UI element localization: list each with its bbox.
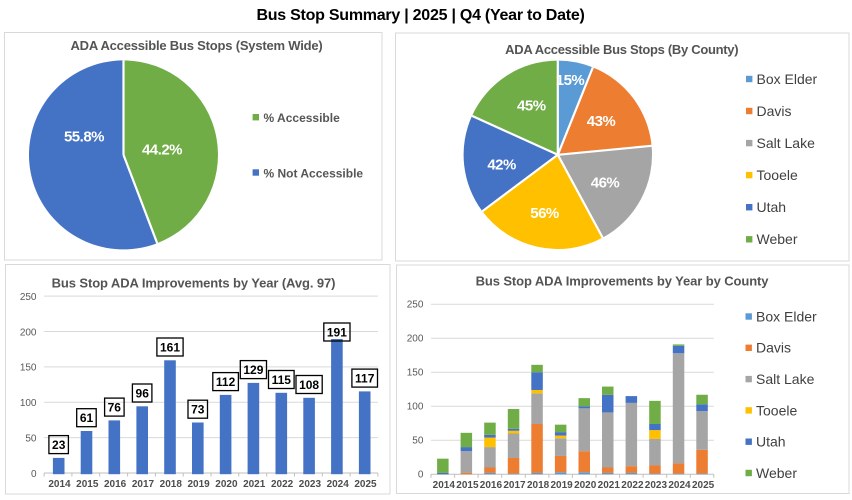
svg-text:42%: 42% [487,157,516,174]
svg-text:Bus Stop ADA Improvements by Y: Bus Stop ADA Improvements by Year (Avg. … [52,276,336,291]
svg-text:Davis: Davis [756,340,791,356]
svg-text:96: 96 [136,386,150,400]
svg-text:46%: 46% [591,174,620,191]
svg-text:Box Elder: Box Elder [756,308,817,324]
svg-text:73: 73 [191,403,205,417]
svg-text:Utah: Utah [757,199,787,215]
svg-text:Tooele: Tooele [756,402,797,418]
svg-text:200: 200 [20,327,37,338]
svg-text:2014: 2014 [433,480,456,491]
svg-text:Bus Stop ADA Improvements by Y: Bus Stop ADA Improvements by Year by Cou… [476,274,770,289]
svg-text:200: 200 [407,334,424,345]
svg-text:250: 250 [20,292,37,303]
svg-text:% Accessible: % Accessible [264,111,341,125]
svg-text:2019: 2019 [187,479,210,490]
svg-text:ADA Accessible Bus Stops (Syst: ADA Accessible Bus Stops (System Wide) [70,38,322,53]
svg-text:45%: 45% [517,97,546,114]
svg-text:50: 50 [25,433,37,444]
svg-text:2023: 2023 [299,479,322,490]
svg-text:117: 117 [355,372,375,386]
svg-text:100: 100 [20,398,37,409]
svg-text:61: 61 [80,411,94,425]
svg-text:2022: 2022 [621,480,644,491]
svg-text:2017: 2017 [503,480,526,491]
svg-text:2024: 2024 [327,479,350,490]
svg-text:2020: 2020 [574,480,597,491]
svg-text:2024: 2024 [668,480,691,491]
svg-text:76: 76 [108,401,122,415]
svg-text:129: 129 [243,363,263,377]
svg-text:Weber: Weber [756,465,797,481]
svg-text:0: 0 [418,470,424,481]
svg-text:2017: 2017 [132,479,155,490]
svg-text:15%: 15% [556,72,585,89]
svg-text:Bus Stop Summary | 2025 | Q4 (: Bus Stop Summary | 2025 | Q4 (Year to Da… [256,7,584,24]
svg-text:Box Elder: Box Elder [757,71,818,87]
svg-text:Davis: Davis [757,103,792,119]
svg-text:2025: 2025 [354,479,377,490]
svg-text:2021: 2021 [243,479,266,490]
svg-text:250: 250 [407,300,424,311]
svg-text:2015: 2015 [76,479,99,490]
svg-text:2022: 2022 [271,479,294,490]
svg-text:108: 108 [299,378,319,392]
svg-text:% Not Accessible: % Not Accessible [264,166,364,180]
svg-text:2018: 2018 [527,480,550,491]
svg-text:0: 0 [31,469,37,480]
svg-text:43%: 43% [587,113,616,130]
svg-text:2018: 2018 [160,479,183,490]
svg-text:150: 150 [407,368,424,379]
svg-text:Utah: Utah [756,434,786,450]
svg-text:Salt Lake: Salt Lake [756,371,815,387]
svg-text:55.8%: 55.8% [64,129,104,146]
svg-text:150: 150 [20,363,37,374]
svg-text:Tooele: Tooele [757,167,798,183]
svg-text:2023: 2023 [645,480,668,491]
svg-text:115: 115 [272,373,292,387]
svg-text:2016: 2016 [104,479,127,490]
svg-text:2019: 2019 [550,480,573,491]
svg-text:23: 23 [52,438,66,452]
svg-text:Salt Lake: Salt Lake [757,135,816,151]
svg-text:2025: 2025 [692,480,715,491]
svg-text:112: 112 [216,375,236,389]
svg-text:2016: 2016 [480,480,503,491]
svg-text:2014: 2014 [48,479,71,490]
svg-text:191: 191 [327,325,347,339]
svg-text:100: 100 [407,402,424,413]
svg-text:161: 161 [160,340,180,354]
svg-text:50: 50 [412,436,424,447]
svg-text:2020: 2020 [215,479,238,490]
svg-text:2015: 2015 [456,480,479,491]
svg-text:2021: 2021 [598,480,621,491]
svg-text:Weber: Weber [757,231,798,247]
svg-text:ADA Accessible Bus Stops (By C: ADA Accessible Bus Stops (By County) [505,42,738,57]
svg-text:56%: 56% [530,205,559,222]
svg-text:44.2%: 44.2% [142,142,182,159]
